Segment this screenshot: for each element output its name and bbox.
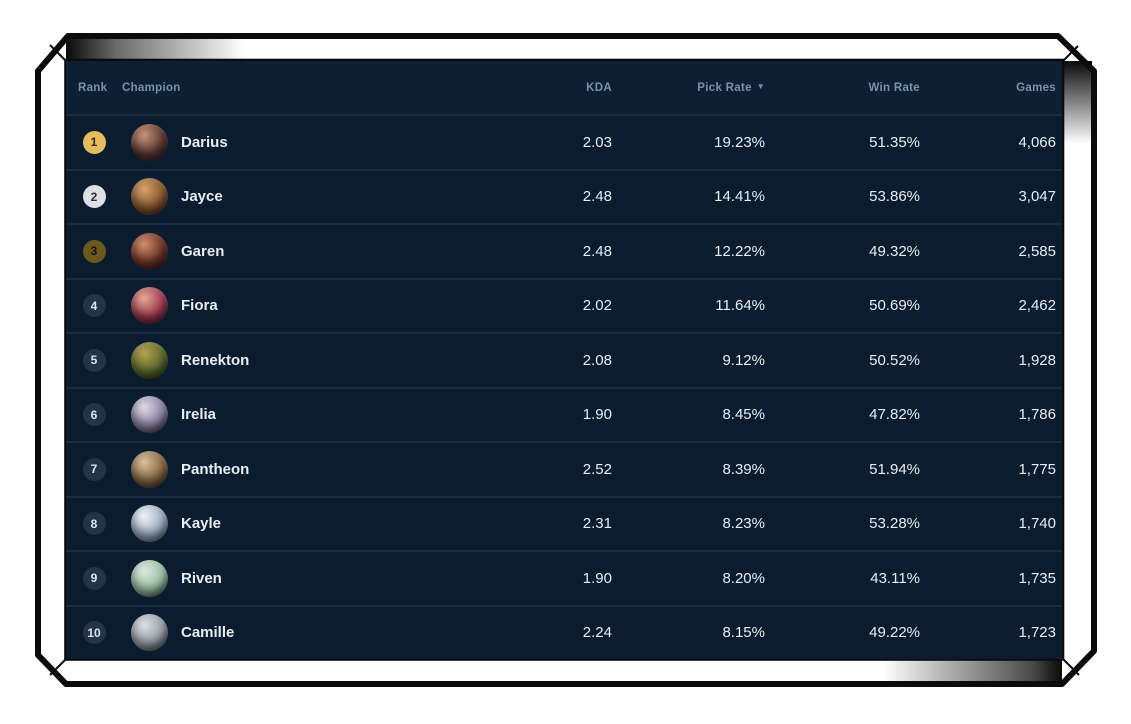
champion-avatar xyxy=(131,559,168,597)
pick-rate-value: 12.22% xyxy=(714,242,765,260)
pick-rate-value: 9.12% xyxy=(722,351,765,369)
rank-badge: 8 xyxy=(82,512,106,536)
champion-name: Kayle xyxy=(181,515,222,533)
win-rate-value: 43.11% xyxy=(870,569,920,587)
games-value: 2,462 xyxy=(1018,297,1056,315)
column-header-champion[interactable]: Champion xyxy=(122,81,181,94)
kda-value: 2.48 xyxy=(582,242,612,260)
table-row[interactable]: 5 Renekton 2.08 9.12% 50.52% 1,928 xyxy=(66,332,1062,387)
table-body: 1 Darius 2.03 19.23% 51.35% 4,066 2 Jayc… xyxy=(66,114,1062,659)
pick-rate-value: 11.64% xyxy=(715,297,765,315)
win-rate-value: 53.86% xyxy=(869,188,920,206)
column-header-rank[interactable]: Rank xyxy=(78,81,108,94)
champion-name: Jayce xyxy=(181,188,223,206)
games-value: 1,775 xyxy=(1018,460,1056,478)
kda-value: 2.24 xyxy=(582,624,612,642)
sort-descending-icon: ▼ xyxy=(756,82,765,91)
champion-name: Riven xyxy=(181,569,222,587)
kda-value: 1.90 xyxy=(582,569,612,587)
rank-badge: 3 xyxy=(82,239,106,263)
table-row[interactable]: 2 Jayce 2.48 14.41% 53.86% 3,047 xyxy=(66,168,1062,224)
games-value: 1,723 xyxy=(1018,624,1056,642)
rank-badge: 1 xyxy=(82,130,106,154)
column-header-win-rate[interactable]: Win Rate xyxy=(868,81,920,94)
table-row[interactable]: 1 Darius 2.03 19.23% 51.35% 4,066 xyxy=(66,114,1062,169)
table-row[interactable]: 9 Riven 1.90 8.20% 43.11% 1,735 xyxy=(66,550,1062,605)
kda-value: 2.31 xyxy=(582,515,612,533)
table-row[interactable]: 6 Irelia 1.90 8.45% 47.82% 1,786 xyxy=(66,386,1062,442)
champion-name: Fiora xyxy=(181,297,218,315)
kda-value: 2.03 xyxy=(582,133,612,151)
rank-badge: 10 xyxy=(82,621,106,645)
rank-badge: 2 xyxy=(82,185,106,209)
rank-badge: 7 xyxy=(82,457,106,481)
column-header-games[interactable]: Games xyxy=(1016,81,1056,94)
champion-name: Camille xyxy=(181,624,235,642)
win-rate-value: 47.82% xyxy=(869,406,920,424)
games-value: 3,047 xyxy=(1018,188,1056,206)
champion-avatar xyxy=(131,341,168,379)
games-value: 1,928 xyxy=(1018,351,1056,369)
champion-avatar xyxy=(131,614,168,652)
win-rate-value: 51.35% xyxy=(869,133,920,151)
win-rate-value: 51.94% xyxy=(869,460,920,478)
champion-avatar xyxy=(131,232,168,270)
rank-badge: 9 xyxy=(82,566,106,590)
win-rate-value: 49.32% xyxy=(869,242,920,260)
pick-rate-value: 8.15% xyxy=(722,624,765,642)
table-header-row: Rank Champion KDA Pick Rate ▼ Win Rate G… xyxy=(66,61,1062,114)
rank-badge: 5 xyxy=(82,348,106,372)
champion-name: Pantheon xyxy=(181,460,250,478)
champion-avatar xyxy=(131,505,168,543)
win-rate-value: 49.22% xyxy=(869,624,920,642)
pick-rate-value: 14.41% xyxy=(714,188,765,206)
kda-value: 2.02 xyxy=(582,297,612,315)
champion-stats-table: Rank Champion KDA Pick Rate ▼ Win Rate G… xyxy=(66,61,1062,659)
rank-badge: 6 xyxy=(82,403,106,427)
win-rate-value: 50.52% xyxy=(869,351,920,369)
table-row[interactable]: 10 Camille 2.24 8.15% 49.22% 1,723 xyxy=(66,604,1062,660)
kda-value: 1.90 xyxy=(582,406,612,424)
champion-name: Darius xyxy=(181,133,228,151)
champion-avatar xyxy=(131,396,168,434)
games-value: 1,735 xyxy=(1018,569,1056,587)
champion-name: Renekton xyxy=(181,351,250,369)
column-header-kda[interactable]: KDA xyxy=(586,81,612,94)
pick-rate-value: 19.23% xyxy=(714,133,765,151)
champion-avatar xyxy=(131,178,168,216)
games-value: 4,066 xyxy=(1018,133,1056,151)
games-value: 2,585 xyxy=(1018,242,1056,260)
table-row[interactable]: 4 Fiora 2.02 11.64% 50.69% 2,462 xyxy=(66,277,1062,333)
pick-rate-value: 8.45% xyxy=(722,406,765,424)
champion-avatar xyxy=(131,123,168,161)
win-rate-value: 53.28% xyxy=(869,515,920,533)
champion-avatar xyxy=(131,287,168,325)
win-rate-value: 50.69% xyxy=(869,297,920,315)
table-row[interactable]: 7 Pantheon 2.52 8.39% 51.94% 1,775 xyxy=(66,441,1062,496)
games-value: 1,786 xyxy=(1018,406,1056,424)
rank-badge: 4 xyxy=(82,294,106,318)
champion-name: Irelia xyxy=(181,406,217,424)
pick-rate-value: 8.39% xyxy=(722,460,765,478)
pick-rate-value: 8.20% xyxy=(722,569,765,587)
kda-value: 2.08 xyxy=(582,351,612,369)
kda-value: 2.48 xyxy=(582,188,612,206)
champion-name: Garen xyxy=(181,242,225,260)
column-header-pick-rate[interactable]: Pick Rate ▼ xyxy=(612,82,765,94)
table-row[interactable]: 8 Kayle 2.31 8.23% 53.28% 1,740 xyxy=(66,495,1062,551)
table-row[interactable]: 3 Garen 2.48 12.22% 49.32% 2,585 xyxy=(66,223,1062,278)
pick-rate-header-label: Pick Rate xyxy=(697,81,752,94)
kda-value: 2.52 xyxy=(582,460,612,478)
pick-rate-value: 8.23% xyxy=(722,515,765,533)
champion-avatar xyxy=(131,450,168,488)
games-value: 1,740 xyxy=(1018,515,1056,533)
